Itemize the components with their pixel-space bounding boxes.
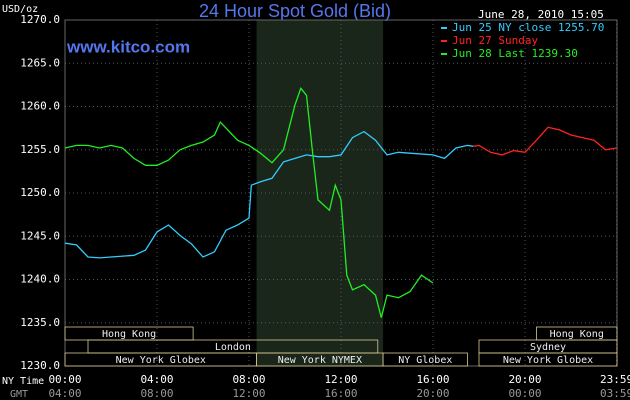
legend-label: Jun 25 NY close 1255.70 — [452, 21, 604, 34]
x-tick-label: 08:00 — [232, 373, 265, 386]
x2-tick-label: 03:59 — [600, 387, 630, 400]
y-tick-label: 1245.0 — [20, 229, 60, 242]
x2-tick-label: 04:00 — [48, 387, 81, 400]
y-tick-label: 1240.0 — [20, 273, 60, 286]
x-tick-label: 20:00 — [508, 373, 541, 386]
x-tick-label: 12:00 — [324, 373, 357, 386]
x-tick-label: 16:00 — [416, 373, 449, 386]
y-tick-label: 1235.0 — [20, 316, 60, 329]
session-label: New York NYMEX — [278, 355, 362, 366]
session-box — [382, 352, 468, 367]
legend-label: Jun 28 Last 1239.30 — [452, 47, 578, 60]
x2-tick-label: 20:00 — [416, 387, 449, 400]
y-axis-label: USD/oz — [2, 4, 38, 15]
price-line — [64, 130, 474, 259]
y-tick-label: 1270.0 — [20, 13, 60, 26]
timestamp: June 28, 2010 15:05 — [478, 8, 604, 21]
x2-tick-label: 08:00 — [140, 387, 173, 400]
session-label: New York Globex — [503, 355, 593, 366]
chart-title: 24 Hour Spot Gold (Bid) — [199, 1, 391, 21]
session-label: New York Globex — [116, 355, 206, 366]
y-tick-label: 1250.0 — [20, 186, 60, 199]
price-line — [64, 86, 434, 318]
y-tick-label: 1260.0 — [20, 100, 60, 113]
x2-axis-label: GMT — [10, 389, 28, 400]
watermark: www.kitco.com — [66, 37, 190, 56]
session-label: Hong Kong — [550, 329, 604, 340]
legend-swatch — [441, 53, 447, 55]
x-tick-label: 23:59 — [600, 373, 630, 386]
session-label: London — [215, 342, 251, 353]
y-tick-label: 1255.0 — [20, 143, 60, 156]
x2-tick-label: 00:00 — [508, 387, 541, 400]
x2-tick-label: 16:00 — [324, 387, 357, 400]
x-tick-label: 00:00 — [48, 373, 81, 386]
session-box — [478, 352, 618, 367]
price-line — [473, 126, 617, 156]
y-tick-label: 1265.0 — [20, 56, 60, 69]
session-shade — [256, 20, 384, 366]
session-label: Sydney — [530, 342, 566, 353]
x-tick-label: 04:00 — [140, 373, 173, 386]
legend-label: Jun 27 Sunday — [452, 34, 538, 47]
y-tick-label: 1230.0 — [20, 359, 60, 372]
session-label: Hong Kong — [102, 329, 156, 340]
x-axis-label: NY Time — [2, 376, 44, 387]
legend-swatch — [441, 40, 447, 42]
legend-swatch — [441, 27, 447, 29]
session-label: NY Globex — [398, 355, 452, 366]
x2-tick-label: 12:00 — [232, 387, 265, 400]
